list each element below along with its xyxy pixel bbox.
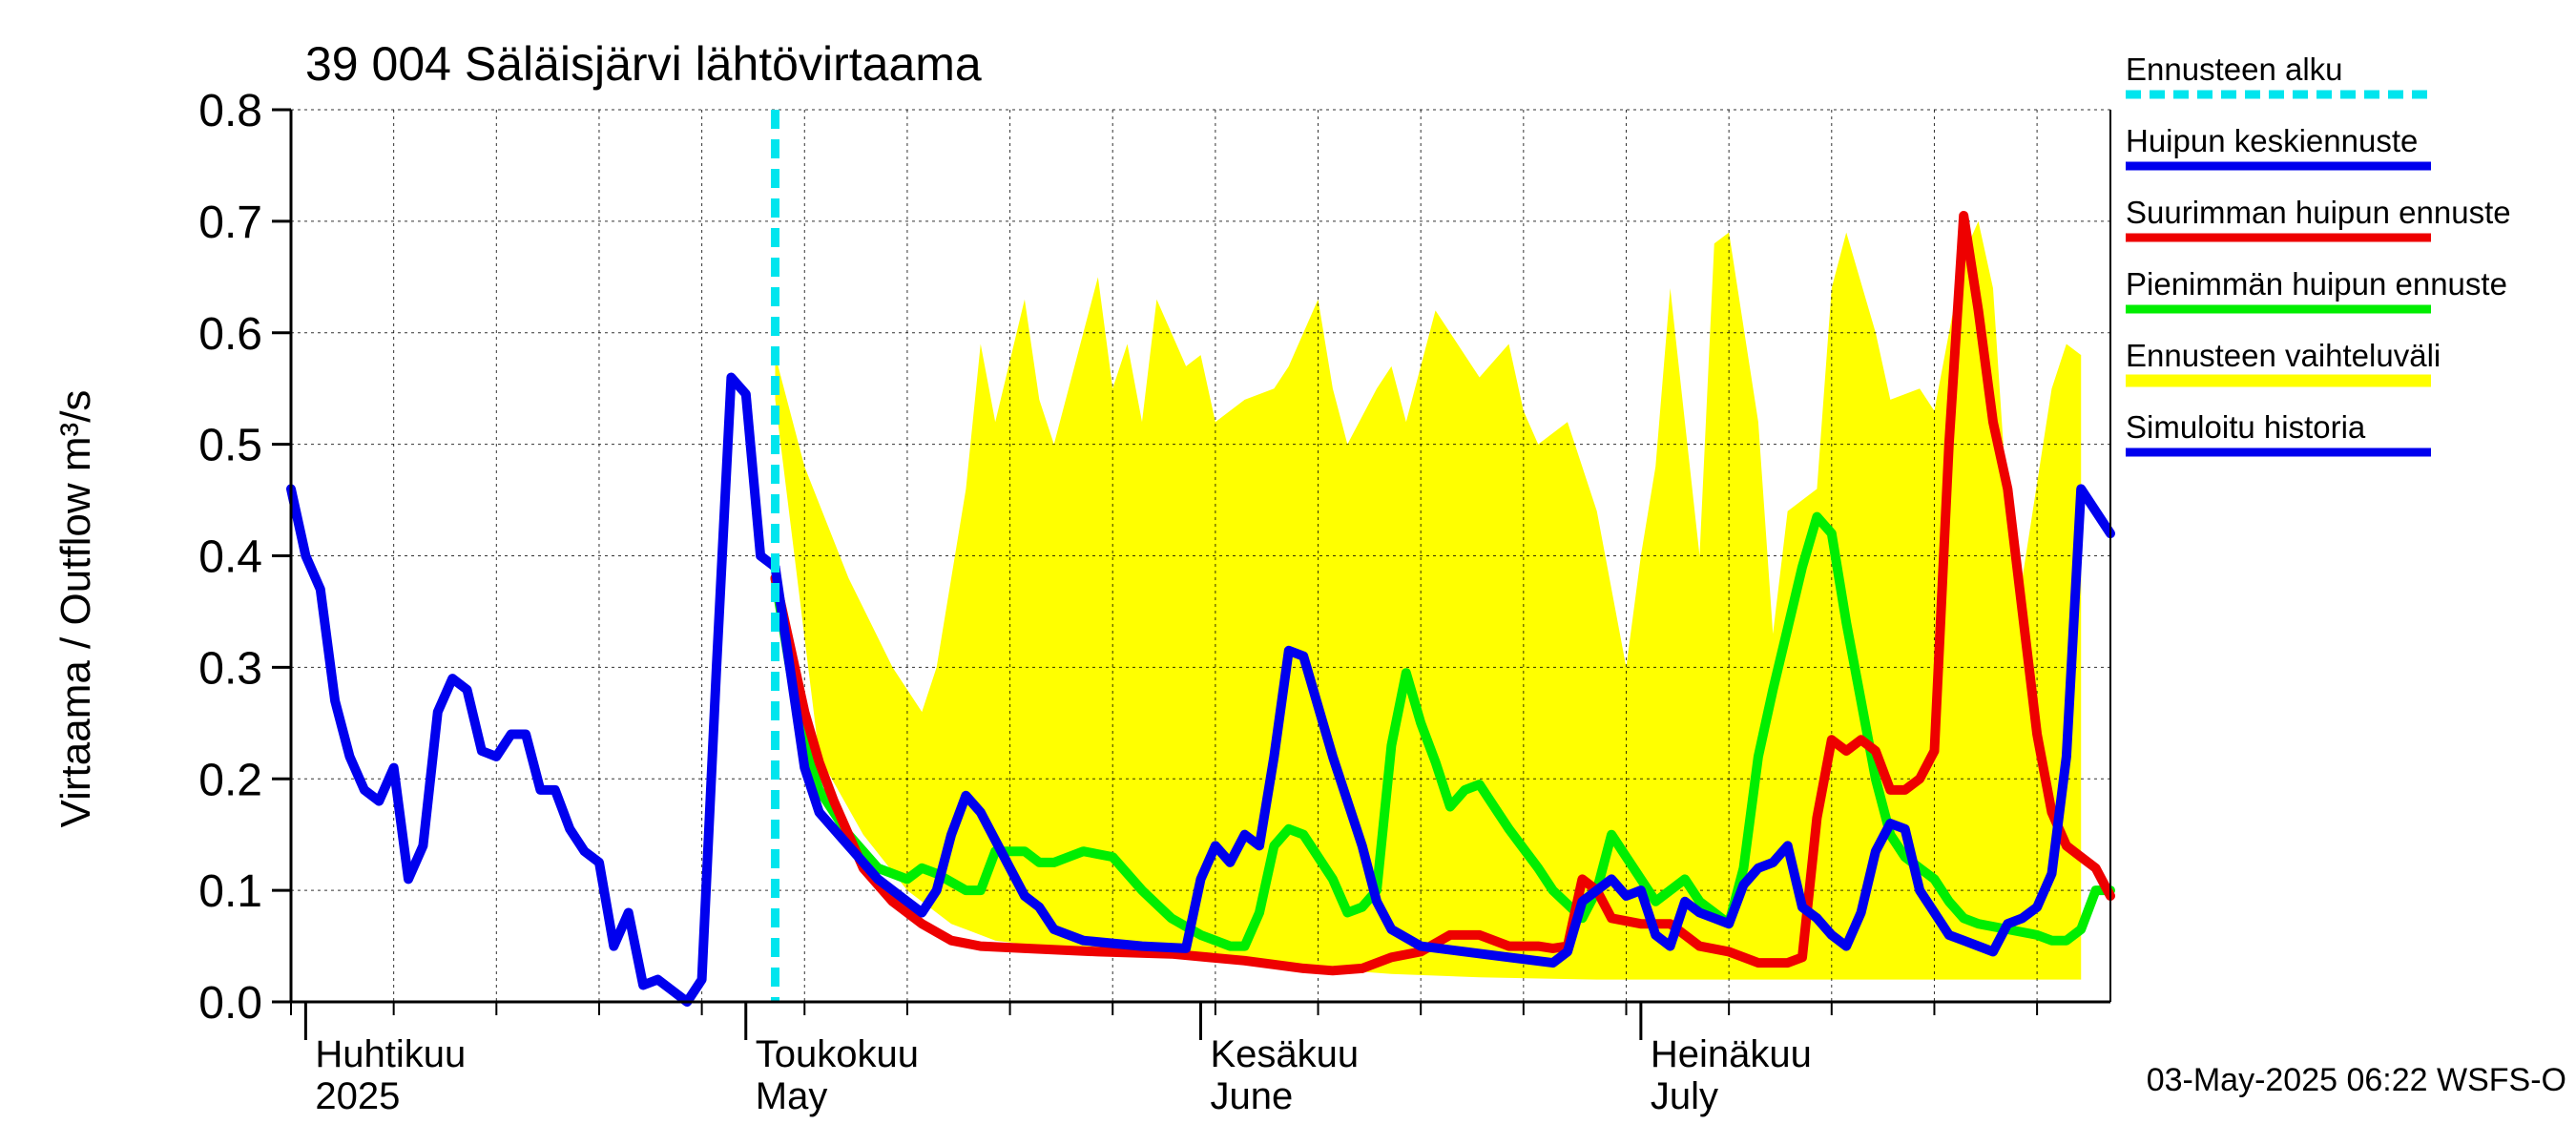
y-tick-label: 0.4: [198, 532, 262, 583]
x-month-label-en: 2025: [315, 1075, 400, 1117]
x-month-label: Toukokuu: [756, 1033, 919, 1075]
x-month-label: Kesäkuu: [1211, 1033, 1360, 1075]
y-tick-label: 0.3: [198, 643, 262, 694]
x-month-label: Huhtikuu: [315, 1033, 466, 1075]
max-peak-forecast-line: [770, 211, 2115, 976]
legend: Ennusteen alku Huipun keskiennuste Suurimm…: [2126, 52, 2511, 457]
y-tick-label: 0.1: [198, 866, 262, 917]
series-layer: [286, 110, 2115, 1007]
legend-label: Simuloitu historia: [2126, 409, 2366, 445]
x-month-label-en: July: [1651, 1075, 1718, 1117]
y-tick-label: 0.5: [198, 421, 262, 471]
mean-peak-forecast-line: [770, 484, 2115, 968]
y-tick-label: 0.2: [198, 755, 262, 805]
x-month-label: Heinäkuu: [1651, 1033, 1812, 1075]
forecast-range-band: [775, 220, 2082, 980]
min-peak-forecast-line: [770, 511, 2115, 951]
y-tick-label: 0.8: [198, 86, 262, 136]
forecast-band-layer: [775, 220, 2082, 980]
y-tick-label: 0.0: [198, 978, 262, 1029]
legend-label: Huipun keskiennuste: [2126, 123, 2418, 158]
history-line: [286, 372, 780, 1007]
footer-timestamp: 03-May-2025 06:22 WSFS-O: [2147, 1062, 2566, 1098]
legend-label: Ennusteen alku: [2126, 52, 2343, 87]
y-tick-label: 0.6: [198, 309, 262, 360]
legend-label: Suurimman huipun ennuste: [2126, 195, 2511, 230]
x-month-label-en: May: [756, 1075, 828, 1117]
chart-title: 39 004 Säläisjärvi lähtövirtaama: [305, 37, 982, 91]
legend-label: Ennusteen vaihteluväli: [2126, 338, 2441, 373]
y-tick-label: 0.7: [198, 198, 262, 248]
x-month-label-en: June: [1211, 1075, 1294, 1117]
legend-label: Pienimmän huipun ennuste: [2126, 266, 2507, 302]
y-axis-label: Virtaama / Outflow m³/s: [52, 390, 99, 828]
